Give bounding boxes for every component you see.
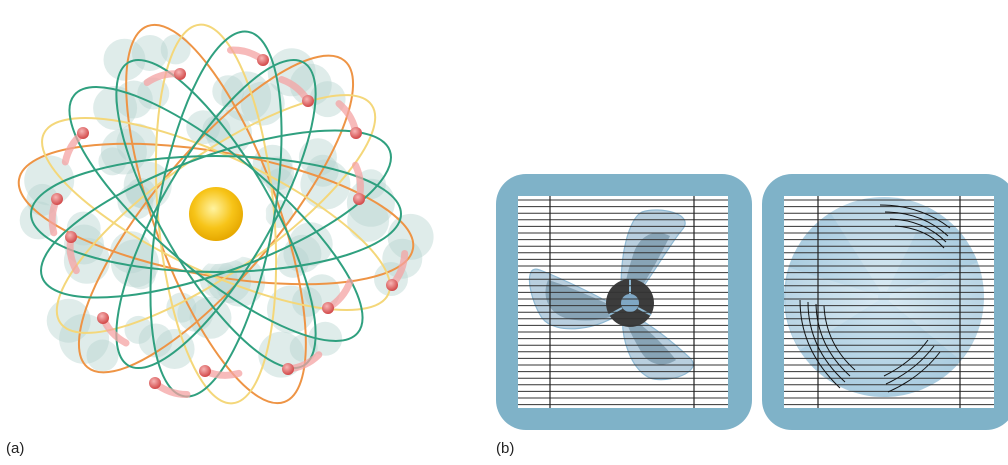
electron-icon bbox=[278, 76, 314, 107]
electrons bbox=[48, 46, 409, 398]
electron-icon bbox=[48, 193, 63, 237]
spinning-fan bbox=[762, 174, 1008, 430]
stationary-fan bbox=[496, 174, 752, 430]
fan-grille bbox=[784, 199, 994, 406]
electron-icon bbox=[149, 377, 191, 398]
nucleus-icon bbox=[160, 158, 272, 270]
panel-label-a: (a) bbox=[6, 440, 25, 457]
electron-icon bbox=[97, 312, 130, 347]
electron-icon bbox=[143, 68, 186, 86]
electron-icon bbox=[199, 365, 243, 379]
electron-icon bbox=[227, 46, 269, 66]
electron-icon bbox=[65, 231, 80, 275]
electron-icon bbox=[282, 351, 323, 375]
electron-icon bbox=[61, 127, 89, 166]
motion-arcs bbox=[799, 204, 951, 393]
electron-icon bbox=[322, 278, 354, 314]
panel-label-b: (b) bbox=[496, 440, 515, 457]
electron-icon bbox=[352, 161, 365, 205]
fan-grille bbox=[518, 199, 728, 406]
electron-icon bbox=[335, 100, 362, 139]
atom-diagram bbox=[17, 23, 434, 405]
electron-icon bbox=[386, 250, 409, 291]
